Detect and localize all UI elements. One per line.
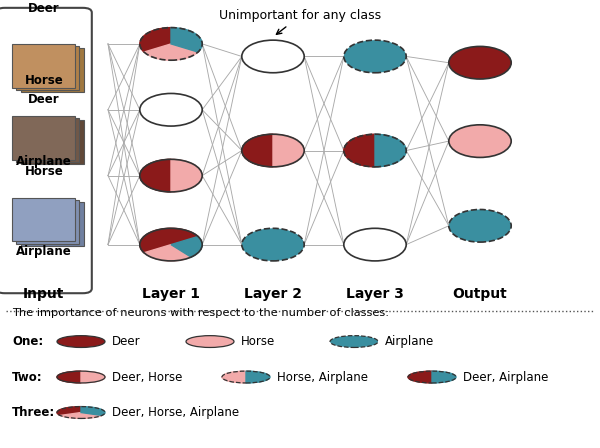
Wedge shape: [81, 371, 105, 383]
Wedge shape: [222, 371, 246, 383]
Wedge shape: [144, 44, 198, 60]
Text: Airplane: Airplane: [385, 335, 434, 348]
FancyBboxPatch shape: [16, 46, 79, 90]
Circle shape: [242, 228, 304, 261]
Wedge shape: [144, 245, 191, 261]
Wedge shape: [140, 159, 171, 192]
Text: Layer 3: Layer 3: [346, 287, 404, 301]
Wedge shape: [246, 371, 270, 383]
Text: Output: Output: [452, 287, 508, 301]
Text: Horse: Horse: [241, 335, 275, 348]
Text: Deer: Deer: [112, 335, 141, 348]
Text: Layer 1: Layer 1: [142, 287, 200, 301]
Wedge shape: [81, 407, 105, 415]
Circle shape: [140, 94, 202, 126]
FancyBboxPatch shape: [20, 48, 83, 92]
Text: Horse: Horse: [25, 165, 63, 178]
Text: Unimportant for any class: Unimportant for any class: [219, 9, 381, 34]
Text: Input: Input: [23, 287, 64, 301]
FancyBboxPatch shape: [12, 44, 76, 88]
FancyBboxPatch shape: [16, 200, 79, 244]
Text: Deer: Deer: [28, 2, 59, 15]
Wedge shape: [60, 413, 102, 418]
Wedge shape: [171, 159, 202, 192]
Wedge shape: [432, 371, 456, 383]
Wedge shape: [242, 134, 273, 167]
Circle shape: [449, 47, 511, 79]
Text: Two:: Two:: [12, 370, 43, 383]
Circle shape: [242, 40, 304, 73]
Text: Deer, Airplane: Deer, Airplane: [463, 370, 548, 383]
Wedge shape: [171, 28, 202, 52]
FancyBboxPatch shape: [12, 198, 76, 241]
Wedge shape: [171, 237, 202, 257]
Text: Airplane: Airplane: [16, 245, 71, 258]
Wedge shape: [408, 371, 432, 383]
Text: Deer: Deer: [28, 93, 59, 106]
Circle shape: [344, 228, 406, 261]
FancyBboxPatch shape: [12, 116, 76, 160]
Circle shape: [449, 210, 511, 242]
FancyBboxPatch shape: [20, 121, 83, 164]
Text: One:: One:: [12, 335, 43, 348]
Text: The importance of neurons with respect to the number of classes:: The importance of neurons with respect t…: [12, 307, 389, 318]
Wedge shape: [57, 407, 81, 415]
FancyBboxPatch shape: [16, 118, 79, 162]
Text: Deer, Horse, Airplane: Deer, Horse, Airplane: [112, 406, 239, 419]
Text: Layer 2: Layer 2: [244, 287, 302, 301]
Wedge shape: [57, 371, 81, 383]
Text: Airplane: Airplane: [16, 155, 71, 168]
Text: Deer, Horse: Deer, Horse: [112, 370, 182, 383]
Wedge shape: [375, 134, 406, 167]
Circle shape: [449, 125, 511, 157]
Text: Three:: Three:: [12, 406, 55, 419]
FancyBboxPatch shape: [0, 8, 92, 293]
Text: Horse: Horse: [25, 73, 63, 87]
Text: Horse, Airplane: Horse, Airplane: [277, 370, 368, 383]
Circle shape: [186, 336, 234, 348]
Circle shape: [330, 336, 378, 348]
Wedge shape: [140, 28, 171, 52]
Wedge shape: [140, 228, 198, 253]
Wedge shape: [344, 134, 375, 167]
Wedge shape: [273, 134, 304, 167]
FancyBboxPatch shape: [20, 202, 83, 246]
Circle shape: [57, 336, 105, 348]
Circle shape: [344, 40, 406, 73]
